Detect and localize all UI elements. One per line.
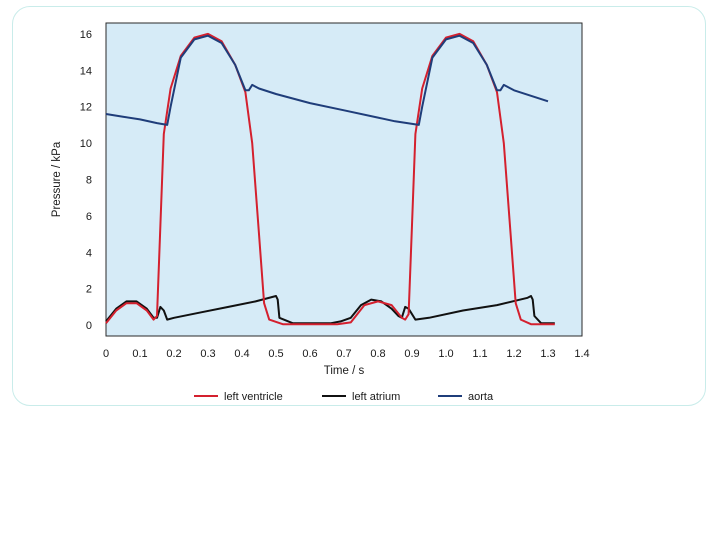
x-tick-label: 1.2 [506,348,521,360]
y-tick-label: 8 [86,175,92,187]
legend-label: left atrium [352,391,400,403]
x-tick-label: 1.1 [472,348,487,360]
y-tick-label: 2 [86,284,92,296]
legend-label: aorta [468,391,494,403]
x-tick-label: 1.4 [574,348,589,360]
x-tick-label: 0.5 [268,348,283,360]
x-tick-label: 0.4 [234,348,249,360]
x-tick-label: 0.9 [404,348,419,360]
y-tick-label: 4 [86,247,92,259]
slide-frame [12,6,706,406]
y-tick-label: 16 [80,29,92,41]
x-tick-label: 0 [103,348,109,360]
aorta-line [105,34,549,126]
x-tick-label: 0.6 [302,348,317,360]
y-tick-label: 0 [86,320,92,332]
y-tick-label: 14 [80,65,92,77]
x-tick-label: 0.7 [336,348,351,360]
y-axis-title: Pressure / kPa [51,141,63,217]
left-atrium-line [105,295,555,325]
x-tick-label: 1.0 [438,348,453,360]
x-tick-label: 0.2 [166,348,181,360]
y-tick-label: 10 [80,138,92,150]
y-tick-label: 12 [80,102,92,114]
x-tick-label: 0.8 [370,348,385,360]
legend: left ventricle left atrium aorta [194,391,494,403]
x-axis-title: Time / s [324,365,365,377]
x-tick-label: 1.3 [540,348,555,360]
x-tick-label: 0.1 [132,348,147,360]
x-tick-labels: 0 0.1 0.2 0.3 0.4 0.5 0.6 0.7 0.8 0.9 1.0 1.1 1.2 1.3… [103,348,590,360]
y-tick-labels: 0 2 4 6 8 10 12 14 16 [80,29,92,332]
plot-area [105,22,583,337]
legend-label: left ventricle [224,391,283,403]
y-tick-label: 6 [86,211,92,223]
x-tick-label: 0.3 [200,348,215,360]
series-lines [105,32,555,326]
